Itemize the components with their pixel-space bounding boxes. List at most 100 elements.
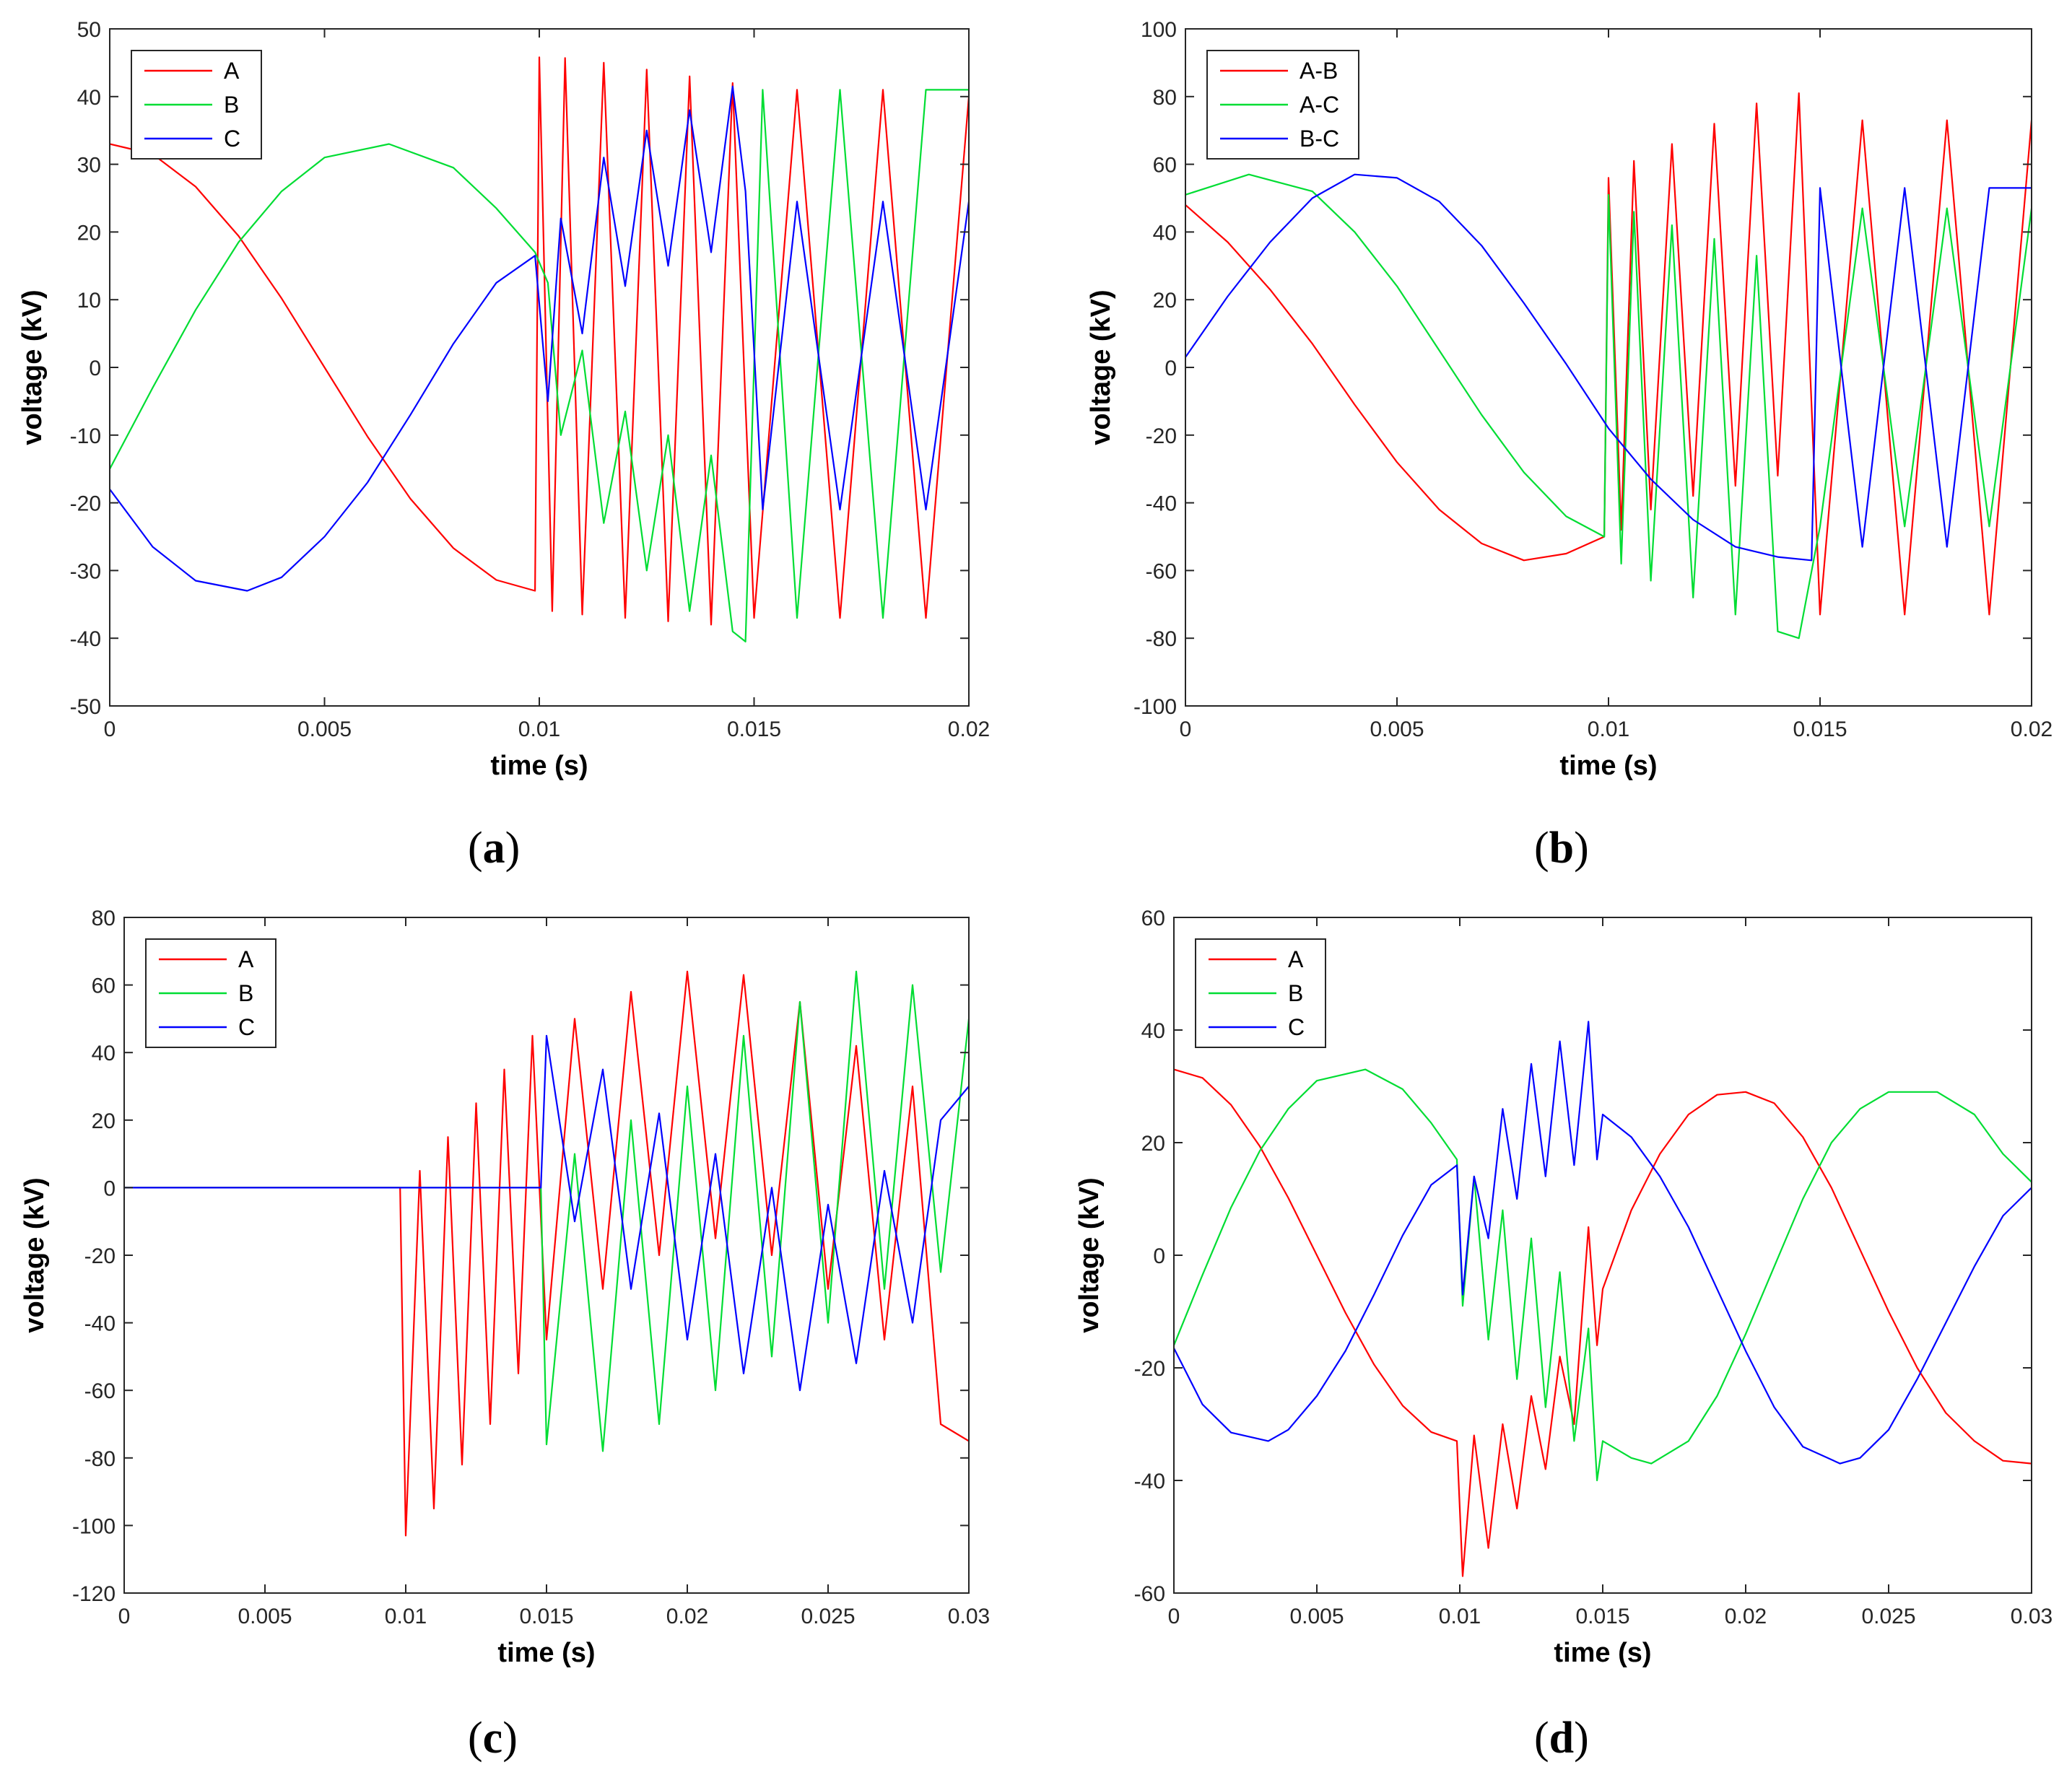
legend-label-c-C: C bbox=[238, 1014, 255, 1040]
y-tick-label-c: -80 bbox=[84, 1447, 116, 1471]
y-tick-label-c: 0 bbox=[103, 1177, 116, 1200]
y-axis-label-a: voltage (kV) bbox=[17, 289, 48, 445]
y-tick-label-c: 40 bbox=[92, 1042, 116, 1065]
x-axis-label-c: time (s) bbox=[497, 1638, 595, 1668]
series-line-a-C bbox=[110, 85, 969, 592]
series-group-d bbox=[1174, 1021, 2032, 1577]
caption-c-letter: c bbox=[482, 1714, 503, 1763]
caption-a-letter: a bbox=[482, 824, 505, 873]
y-tick-label-a: 0 bbox=[89, 357, 101, 380]
y-tick-label-d: 0 bbox=[1153, 1244, 1165, 1268]
y-tick-label-d: -60 bbox=[1134, 1582, 1165, 1606]
caption-b-letter: b bbox=[1549, 824, 1575, 873]
y-axis-label-c: voltage (kV) bbox=[19, 1177, 50, 1332]
legend-label-a-B: B bbox=[224, 92, 239, 118]
series-line-c-C bbox=[124, 1034, 969, 1392]
x-axis-label-b: time (s) bbox=[1559, 751, 1657, 781]
x-tick-label-c: 0.025 bbox=[801, 1605, 855, 1628]
x-tick-label-d: 0.005 bbox=[1289, 1605, 1344, 1628]
chart-d: 0 0.005 0.01 0.015 0.02 0.025 0.03 -60 -40 -20 0 20… bbox=[1074, 907, 2053, 1668]
legend-a: ABC bbox=[131, 50, 262, 160]
y-tick-label-a: -20 bbox=[70, 492, 101, 516]
x-tick-label-c: 0.005 bbox=[238, 1605, 292, 1628]
y-tick-label-a: 50 bbox=[77, 18, 101, 42]
series-line-d-C bbox=[1174, 1021, 2032, 1465]
y-tick-label-c: 20 bbox=[92, 1109, 116, 1133]
caption-c: (c) bbox=[468, 1714, 518, 1763]
x-tick-label-b: 0.005 bbox=[1370, 717, 1424, 741]
x-tick-label-c: 0.03 bbox=[948, 1605, 990, 1628]
series-line-c-A bbox=[124, 970, 969, 1537]
x-tick-label-b: 0.015 bbox=[1793, 717, 1847, 741]
y-tick-label-a: -50 bbox=[70, 695, 101, 719]
y-tick-label-a: 20 bbox=[77, 221, 101, 245]
series-group-a bbox=[110, 56, 969, 643]
legend-label-c-B: B bbox=[238, 980, 253, 1006]
series-line-a-A bbox=[110, 56, 969, 626]
caption-d-letter: d bbox=[1549, 1714, 1575, 1763]
legend-label-b-A-C: A-C bbox=[1300, 92, 1339, 118]
y-tick-label-a: -40 bbox=[70, 627, 101, 651]
y-tick-label-d: -20 bbox=[1134, 1357, 1165, 1381]
legend-label-b-B-C: B-C bbox=[1300, 126, 1339, 152]
y-tick-label-c: 60 bbox=[92, 974, 116, 998]
x-axis-label-d: time (s) bbox=[1554, 1638, 1651, 1668]
y-tick-label-b: 100 bbox=[1141, 18, 1177, 42]
y-tick-label-b: -20 bbox=[1146, 424, 1177, 448]
x-tick-label-d: 0.02 bbox=[1725, 1605, 1767, 1628]
y-tick-label-d: 40 bbox=[1141, 1019, 1165, 1043]
y-tick-label-b: -40 bbox=[1146, 492, 1177, 516]
chart-c: 0 0.005 0.01 0.015 0.02 0.025 0.03 -120 -100 -80 -… bbox=[19, 907, 990, 1668]
x-tick-label-c: 0.015 bbox=[519, 1605, 573, 1628]
x-tick-label-a: 0.01 bbox=[518, 717, 560, 741]
x-tick-label-a: 0.005 bbox=[297, 717, 352, 741]
x-tick-label-c: 0.01 bbox=[385, 1605, 427, 1628]
x-tick-label-c: 0 bbox=[118, 1605, 131, 1628]
y-tick-label-c: -100 bbox=[72, 1514, 116, 1538]
x-tick-label-d: 0 bbox=[1168, 1605, 1180, 1628]
x-tick-label-d: 0.03 bbox=[2011, 1605, 2053, 1628]
y-axis-label-d: voltage (kV) bbox=[1074, 1177, 1105, 1332]
y-tick-label-b: 20 bbox=[1153, 289, 1177, 313]
legend-d: ABC bbox=[1195, 938, 1326, 1048]
y-tick-label-a: 40 bbox=[77, 86, 101, 110]
y-tick-label-c: -60 bbox=[84, 1379, 116, 1403]
x-tick-label-a: 0 bbox=[104, 717, 116, 741]
y-tick-label-a: 10 bbox=[77, 289, 101, 313]
legend-label-d-A: A bbox=[1288, 946, 1304, 972]
legend-label-c-A: A bbox=[238, 946, 254, 972]
y-tick-label-c: -20 bbox=[84, 1244, 116, 1268]
series-line-a-B bbox=[110, 89, 969, 643]
x-tick-label-d: 0.015 bbox=[1575, 1605, 1629, 1628]
series-line-d-B bbox=[1174, 1068, 2032, 1482]
x-tick-label-a: 0.015 bbox=[727, 717, 781, 741]
legend-label-d-B: B bbox=[1288, 980, 1303, 1006]
series-line-c-B bbox=[124, 970, 969, 1452]
y-tick-label-a: -30 bbox=[70, 559, 101, 583]
y-tick-label-b: 80 bbox=[1153, 86, 1177, 110]
series-line-b-A-C bbox=[1185, 173, 2032, 640]
y-axis-label-b: voltage (kV) bbox=[1086, 289, 1116, 445]
y-tick-label-b: 0 bbox=[1165, 357, 1177, 380]
y-tick-label-a: -10 bbox=[70, 424, 101, 448]
y-tick-label-a: 30 bbox=[77, 154, 101, 178]
legend-label-b-A-B: A-B bbox=[1300, 58, 1338, 84]
y-tick-label-d: -40 bbox=[1134, 1470, 1165, 1493]
y-tick-label-b: 40 bbox=[1153, 221, 1177, 245]
x-tick-label-b: 0 bbox=[1180, 717, 1192, 741]
x-tick-label-b: 0.01 bbox=[1588, 717, 1629, 741]
legend-b: A-B A-C B-C bbox=[1206, 50, 1359, 160]
caption-b: (b) bbox=[1534, 824, 1589, 873]
x-axis-label-a: time (s) bbox=[490, 751, 588, 781]
y-tick-label-d: 60 bbox=[1141, 907, 1165, 930]
y-tick-label-b: -80 bbox=[1146, 627, 1177, 651]
series-group-c bbox=[124, 970, 969, 1537]
y-tick-label-c: -40 bbox=[84, 1312, 116, 1336]
caption-a: (a) bbox=[468, 824, 521, 873]
y-tick-label-d: 20 bbox=[1141, 1132, 1165, 1156]
y-tick-label-b: -100 bbox=[1133, 695, 1177, 719]
legend-label-a-C: C bbox=[224, 126, 240, 152]
x-tick-label-d: 0.025 bbox=[1861, 1605, 1915, 1628]
chart-b: 0 0.005 0.01 0.015 0.02 -100 -80 -60 -40 -20 0 20 40… bbox=[1086, 18, 2053, 781]
